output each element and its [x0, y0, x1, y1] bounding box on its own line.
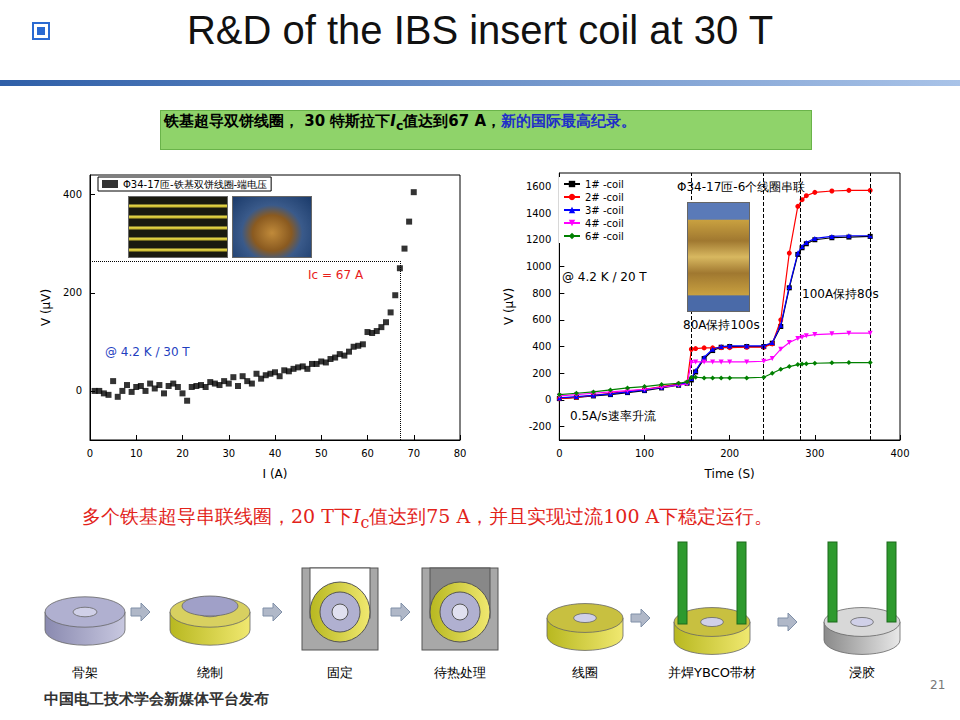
svg-text:1200: 1200	[526, 234, 551, 245]
svg-text:浸胶: 浸胶	[849, 665, 875, 680]
svg-text:骨架: 骨架	[72, 665, 98, 680]
svg-text:6# -coil: 6# -coil	[585, 231, 624, 242]
svg-text:V (μV): V (μV)	[39, 289, 53, 326]
svg-text:600: 600	[532, 314, 551, 325]
html-text:21: 21	[930, 678, 946, 692]
svg-text:待热处理: 待热处理	[434, 665, 486, 680]
svg-text:200: 200	[720, 448, 739, 459]
svg-text:1# -coil: 1# -coil	[585, 179, 624, 190]
svg-text:800: 800	[532, 288, 551, 299]
svg-text:并焊YBCO带材: 并焊YBCO带材	[668, 665, 756, 680]
svg-text:Φ34-17匝-6个线圈串联: Φ34-17匝-6个线圈串联	[677, 180, 805, 194]
svg-text:200: 200	[63, 287, 82, 298]
svg-text:0: 0	[87, 448, 93, 459]
svg-text:I (A): I (A)	[263, 467, 288, 481]
svg-text:20: 20	[176, 448, 189, 459]
svg-text:80: 80	[454, 448, 467, 459]
svg-text:Time (S): Time (S)	[704, 467, 755, 481]
svg-text:0: 0	[545, 394, 551, 405]
svg-text:0: 0	[76, 385, 82, 396]
svg-text:50: 50	[315, 448, 328, 459]
html-text:R&D of the IBS insert coil at: R&D of the IBS insert coil at 30 T	[186, 8, 774, 52]
html-text:中国电工技术学会新媒体平台发布: 中国电工技术学会新媒体平台发布	[44, 690, 269, 708]
svg-text:10: 10	[130, 448, 143, 459]
svg-text:0: 0	[556, 448, 562, 459]
svg-text:@ 4.2 K / 30 T: @ 4.2 K / 30 T	[105, 345, 190, 359]
svg-text:400: 400	[532, 341, 551, 352]
svg-text:1400: 1400	[526, 208, 551, 219]
svg-text:1600: 1600	[526, 181, 551, 192]
svg-text:60: 60	[361, 448, 374, 459]
svg-text:400: 400	[63, 189, 82, 200]
svg-text:200: 200	[532, 368, 551, 379]
svg-text:@ 4.2 K / 20 T: @ 4.2 K / 20 T	[562, 270, 647, 284]
svg-text:300: 300	[805, 448, 824, 459]
html-text:多个铁基超导串联线圈，20 T下Ic值达到75 A，并且实现: 多个铁基超导串联线圈，20 T下Ic值达到75 A，并且实现过流100 A下稳定…	[82, 505, 774, 532]
svg-text:-200: -200	[529, 421, 552, 432]
svg-text:Φ34-17匝-铁基双饼线圈-端电压: Φ34-17匝-铁基双饼线圈-端电压	[123, 179, 267, 190]
svg-text:4# -coil: 4# -coil	[585, 218, 624, 229]
svg-text:2# -coil: 2# -coil	[585, 192, 624, 203]
svg-text:3# -coil: 3# -coil	[585, 205, 624, 216]
svg-text:V (μV): V (μV)	[502, 288, 516, 325]
html-text:铁基超导双饼线圈， 30 特斯拉下Ic值达到67 A，新的国: 铁基超导双饼线圈， 30 特斯拉下Ic值达到67 A，新的国际最高纪录。	[164, 112, 637, 133]
svg-text:绕制: 绕制	[197, 665, 223, 680]
svg-text:100: 100	[635, 448, 654, 459]
svg-text:0.5A/s速率升流: 0.5A/s速率升流	[570, 409, 656, 423]
svg-text:80A保持100s: 80A保持100s	[683, 318, 760, 332]
svg-text:100A保持80s: 100A保持80s	[802, 287, 879, 301]
svg-text:400: 400	[890, 448, 909, 459]
svg-text:1000: 1000	[526, 261, 551, 272]
svg-text:线圈: 线圈	[572, 665, 598, 680]
svg-text:70: 70	[407, 448, 420, 459]
svg-text:30: 30	[222, 448, 235, 459]
svg-text:40: 40	[269, 448, 282, 459]
svg-text:固定: 固定	[327, 665, 353, 680]
svg-text:Ic = 67 A: Ic = 67 A	[308, 268, 364, 282]
